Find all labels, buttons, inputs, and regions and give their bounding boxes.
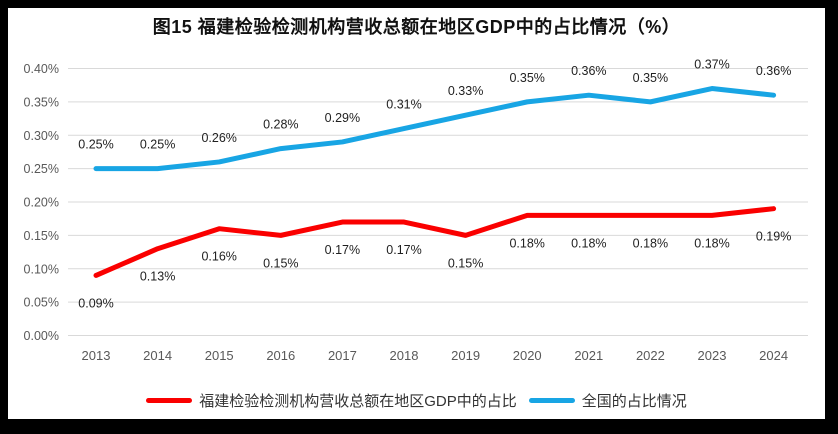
chart-text: 0.36%: [756, 64, 791, 78]
legend-swatch-blue-line: [528, 398, 575, 403]
legend-label-fujian: 福建检验检测机构营收总额在地区GDP中的占比: [199, 393, 517, 410]
chart-text: 0.25%: [78, 138, 113, 152]
chart-text: 0.18%: [633, 236, 668, 250]
chart-text: 2013: [82, 348, 111, 363]
chart-text: 0.17%: [325, 243, 360, 257]
chart-legend: 福建检验检测机构营收总额在地区GDP中的占比 全国的占比情况: [8, 390, 825, 411]
chart-text: 0.05%: [24, 296, 59, 310]
chart-text: 0.33%: [448, 84, 483, 98]
chart-text: 0.35%: [24, 95, 59, 109]
chart-text: 0.18%: [694, 236, 729, 250]
chart-text: 2024: [759, 348, 788, 363]
chart-card: 图15 福建检验检测机构营收总额在地区GDP中的占比情况（%） 0.00% 0.0…: [8, 8, 825, 419]
chart-text: 2020: [513, 348, 542, 363]
chart-text: 0.37%: [694, 58, 729, 72]
chart-title: 图15 福建检验检测机构营收总额在地区GDP中的占比情况（%）: [152, 17, 681, 37]
chart-text: 2015: [205, 348, 234, 363]
series-line: [93, 206, 777, 278]
chart-text: 0.35%: [509, 71, 544, 85]
chart-text: 0.26%: [201, 131, 236, 145]
chart-text: 0.13%: [140, 270, 175, 284]
chart-text: 2021: [574, 348, 603, 363]
chart-text: 2018: [390, 348, 419, 363]
legend-item-fujian: 福建检验检测机构营收总额在地区GDP中的占比: [146, 390, 517, 411]
chart-text: 0.09%: [78, 296, 113, 310]
chart-text: 2017: [328, 348, 357, 363]
series-line: [93, 86, 777, 172]
chart-text: 0.16%: [201, 250, 236, 264]
legend-swatch-red-line: [146, 398, 193, 403]
chart-text: 0.18%: [571, 236, 606, 250]
chart-text: 0.15%: [24, 229, 59, 243]
chart-text: 0.29%: [325, 111, 360, 125]
chart-text: 0.25%: [24, 162, 59, 176]
legend-label-national: 全国的占比情况: [581, 393, 687, 410]
chart-text: 0.10%: [24, 262, 59, 276]
chart-text: 0.28%: [263, 118, 298, 132]
chart-text: 0.15%: [448, 256, 483, 270]
chart-text: 2016: [266, 348, 295, 363]
chart-text: 2022: [636, 348, 665, 363]
chart-text: 0.30%: [24, 129, 59, 143]
chart-text: 0.20%: [24, 196, 59, 210]
chart-text: 0.36%: [571, 64, 606, 78]
chart-text: 0.18%: [509, 236, 544, 250]
chart-text: 0.31%: [386, 98, 421, 112]
chart-text: 2019: [451, 348, 480, 363]
chart-text: 2023: [698, 348, 727, 363]
line-chart-plot: 0.00% 0.05% 0.10% 0.15% 0.20% 0.25% 0.30% 0.35%…: [24, 58, 808, 363]
chart-text: 0.15%: [263, 256, 298, 270]
chart-text: 0.19%: [756, 230, 791, 244]
chart-text: 2014: [143, 348, 172, 363]
chart-text: 0.35%: [633, 71, 668, 85]
chart-text: 0.25%: [140, 138, 175, 152]
chart-text: 0.17%: [386, 243, 421, 257]
chart-text: 0.40%: [24, 62, 59, 76]
chart-text: 0.00%: [24, 329, 59, 343]
legend-item-national: 全国的占比情况: [528, 390, 687, 411]
